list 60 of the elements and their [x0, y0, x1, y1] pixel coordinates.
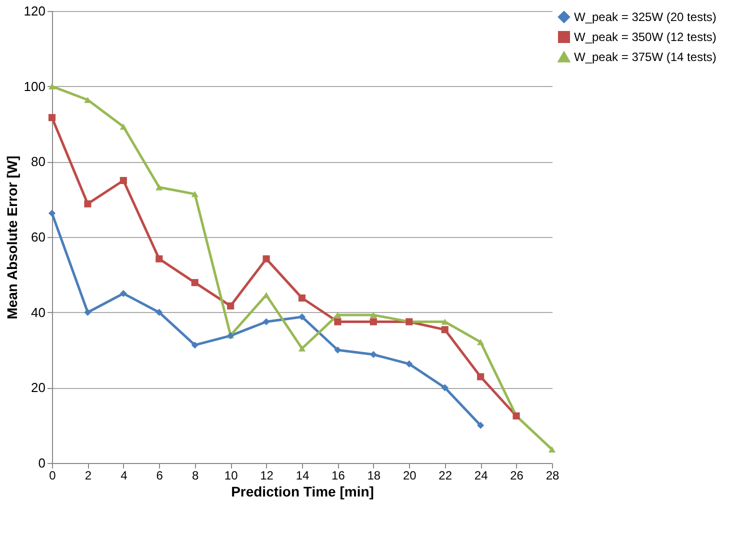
- legend-label: W_peak = 350W (12 tests): [574, 30, 716, 44]
- point: [156, 184, 163, 190]
- point: [156, 255, 163, 262]
- point: [477, 373, 484, 380]
- x-tick-label: 12: [260, 468, 274, 482]
- point: [406, 360, 413, 368]
- point: [48, 210, 56, 217]
- point: [191, 191, 198, 198]
- point: [441, 326, 448, 334]
- point: [334, 346, 342, 354]
- x-tick-label: 10: [224, 468, 238, 482]
- point: [156, 308, 163, 316]
- y-tick-label: 80: [31, 154, 46, 170]
- point: [48, 114, 56, 122]
- point: [298, 345, 306, 352]
- x-tick-label: 4: [120, 468, 128, 482]
- x-tick-label: 0: [49, 468, 56, 482]
- x-tick-label: 28: [546, 468, 560, 482]
- x-tick-label: 20: [402, 468, 417, 482]
- y-tick-label: 120: [24, 4, 46, 18]
- point: [84, 200, 92, 208]
- point: [227, 302, 234, 310]
- legend-label: W_peak = 375W (14 tests): [574, 50, 716, 64]
- point: [120, 124, 127, 130]
- point: [84, 308, 92, 316]
- point: [370, 350, 377, 358]
- point: [477, 339, 484, 346]
- point: [298, 313, 306, 320]
- y-tick-label: 20: [31, 380, 46, 396]
- point: [191, 342, 198, 349]
- legend-label: W_peak = 325W (20 tests): [574, 10, 716, 24]
- y-tick-label: 40: [31, 304, 46, 320]
- point: [441, 384, 448, 392]
- x-tick-label: 2: [84, 468, 92, 482]
- y-tick-label: 0: [38, 456, 46, 470]
- x-tick-label: 24: [474, 468, 488, 482]
- y-axis-title: Mean Absolute Error [W]: [4, 156, 20, 320]
- x-tick-label: 16: [332, 468, 346, 482]
- point: [477, 422, 484, 429]
- point: [120, 290, 127, 298]
- point: [48, 83, 56, 90]
- point: [548, 446, 556, 452]
- x-tick-label: 8: [192, 468, 200, 482]
- x-tick-label: 26: [510, 468, 524, 482]
- x-axis-title: Prediction Time [min]: [231, 484, 374, 500]
- x-tick-label: 18: [367, 468, 381, 482]
- point: [298, 294, 306, 302]
- point: [262, 318, 270, 326]
- point: [441, 318, 448, 325]
- point: [370, 312, 377, 318]
- x-tick-label: 6: [156, 468, 164, 482]
- x-tick-label: 14: [296, 468, 310, 482]
- point: [191, 279, 198, 286]
- point: [334, 318, 342, 326]
- point: [262, 255, 270, 262]
- point: [370, 318, 377, 326]
- point: [120, 176, 127, 184]
- y-tick-label: 60: [31, 230, 46, 244]
- x-tick-label: 22: [438, 468, 452, 482]
- y-tick-label: 100: [24, 78, 46, 94]
